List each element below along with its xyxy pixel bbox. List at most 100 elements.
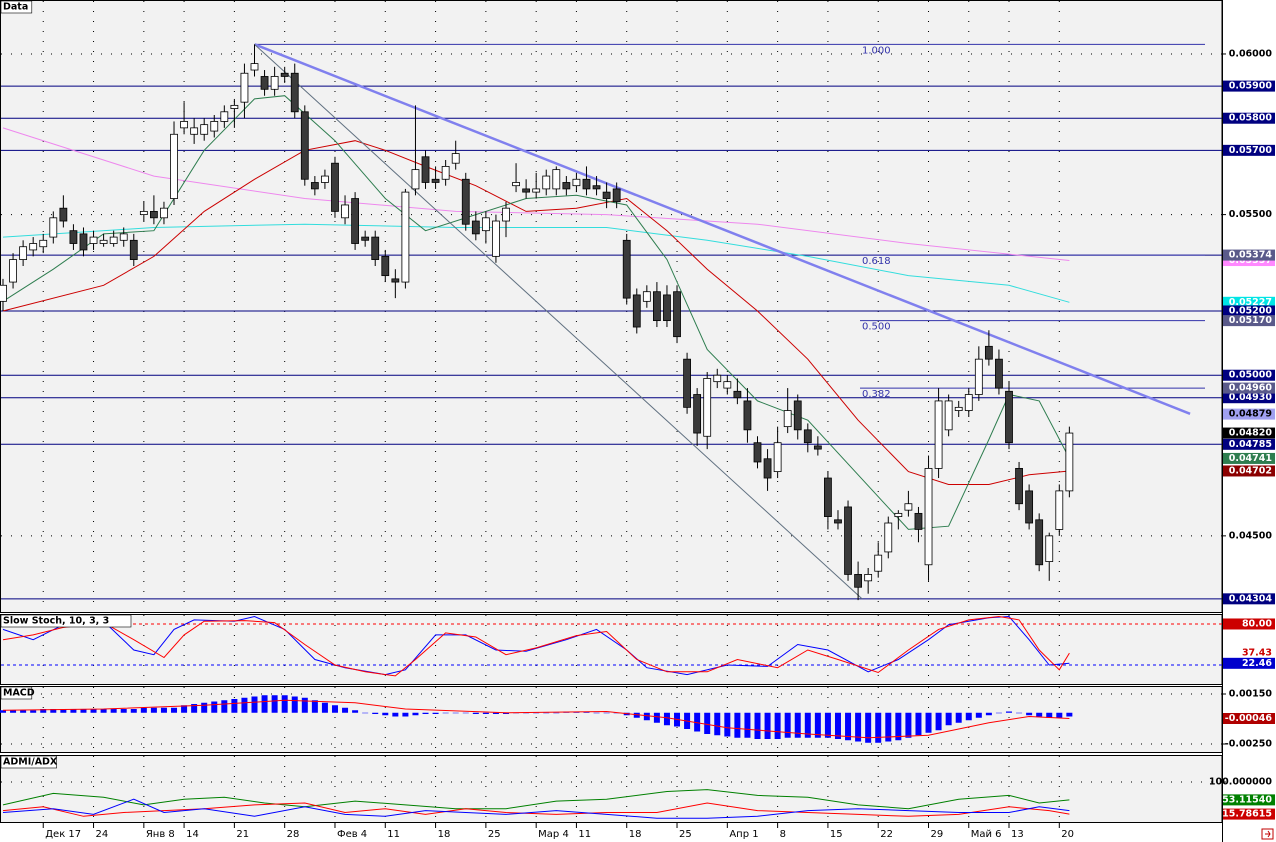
histogram-bar [392,712,399,717]
histogram-bar [70,709,77,713]
histogram-bar [462,712,469,714]
histogram-bar [663,712,670,726]
histogram-bar [724,712,731,737]
histogram-bar [452,712,459,714]
x-tick-label: 29 [931,829,944,840]
x-tick-label: 25 [679,829,692,840]
fib-label: 0.382 [862,389,891,400]
histogram-bar [442,712,449,714]
histogram-bar [201,702,208,713]
candle-body [602,191,611,199]
candle-body [703,378,712,437]
candle-body [632,294,641,328]
panel-title: MACD [3,688,35,699]
histogram-bar [40,709,47,713]
x-tick-label: 15 [830,829,843,840]
y-tick-label: -0.00250 [1225,739,1273,750]
candle-body [461,178,470,225]
price-tag-label: 0.05170 [1229,315,1273,326]
panel-title-box [0,755,57,769]
trend-line [254,43,863,600]
candle-body [582,178,591,190]
candle-body [592,185,601,190]
price-tag-label: 0.05374 [1229,250,1273,261]
candle-body [371,236,380,260]
price-tag-label: 0.04879 [1229,409,1272,420]
candle-body [290,72,299,113]
candle-body [431,178,440,183]
candle-body [653,291,661,322]
histogram-bar [704,712,711,734]
price-tag-label: 0.04785 [1229,439,1272,450]
histogram-bar [10,710,17,713]
panel-title-box [0,614,132,628]
candle-body [824,477,832,517]
price-tag-label: 0.04960 [1229,383,1273,394]
candle-body [391,278,400,283]
candle-body [763,458,772,479]
candle-body [733,390,742,399]
histogram-bar [834,712,841,739]
histogram-bar [955,712,962,723]
candle-body [934,400,943,469]
histogram-bar [422,712,429,714]
histogram-bar [352,710,359,713]
candle-body [451,153,460,164]
candle-body [0,284,7,302]
candle-body [29,243,38,251]
candle-body [874,554,883,572]
price-tag [1223,713,1275,724]
x-tick-label: Мар 4 [538,829,569,840]
candle-body [180,121,188,129]
candle-body [864,574,873,582]
histogram-bar [221,700,228,713]
candle-body [270,76,279,90]
series-line [2,802,1070,817]
histogram-bar [824,712,831,738]
price-tag [1223,144,1275,156]
candle-body [894,512,903,517]
histogram-bar [855,712,862,742]
trend-line [254,43,1191,415]
candle-body [89,236,98,244]
candle-body [562,182,571,190]
candle-body [220,111,229,122]
histogram-bar [20,710,27,713]
candle-body [79,233,88,251]
histogram-bar [744,712,751,738]
price-tag [1223,80,1275,92]
histogram-bar [50,709,57,713]
price-tag [1223,794,1275,806]
price-tag-label: 0.05700 [1229,145,1273,156]
histogram-bar [995,712,1002,714]
candle-body [300,111,309,180]
candle-body [753,442,762,463]
histogram-bar [915,712,922,736]
candle-body [572,178,581,187]
candle-body [974,358,983,395]
price-tag-label: 0.04304 [1229,593,1273,604]
histogram-bar [633,712,640,718]
candle-body [160,207,168,219]
price-tag-label: 37.43 [1242,648,1272,659]
price-tag [1223,438,1275,450]
price-tag-label: 0.05000 [1229,370,1273,381]
y-tick-label: 0.05500 [1229,209,1273,220]
price-tag [1223,465,1275,477]
series-line [2,127,1070,261]
panel [0,614,1223,685]
histogram-bar [694,712,701,732]
histogram-bar [181,705,188,713]
candle-body [964,394,973,411]
x-tick-label: 20 [1061,829,1074,840]
candle-body [924,467,933,566]
histogram-bar [754,712,761,739]
candle-body [984,345,993,360]
candle-body [9,259,17,283]
corner-icon-arrow [1265,830,1271,838]
candle-body [331,162,339,212]
histogram-bar [764,712,771,739]
y-tick-label: 100.000000 [1209,777,1272,788]
candle-body [512,182,520,187]
